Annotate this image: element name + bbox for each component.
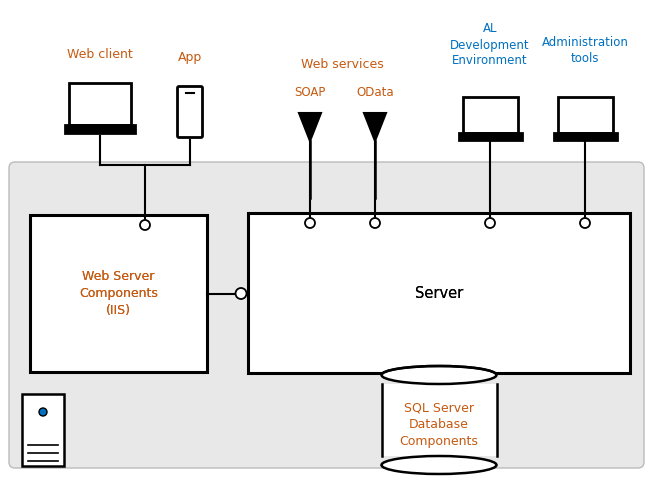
Text: App: App xyxy=(178,52,202,65)
Text: Server: Server xyxy=(415,285,463,300)
FancyBboxPatch shape xyxy=(30,215,207,372)
Circle shape xyxy=(305,218,315,228)
Polygon shape xyxy=(364,113,386,141)
FancyBboxPatch shape xyxy=(558,96,613,133)
Text: SOAP: SOAP xyxy=(295,86,326,99)
FancyBboxPatch shape xyxy=(65,125,135,133)
FancyBboxPatch shape xyxy=(9,162,644,468)
Circle shape xyxy=(39,408,47,416)
Circle shape xyxy=(370,218,380,228)
FancyBboxPatch shape xyxy=(69,83,131,125)
Text: AL
Development
Environment: AL Development Environment xyxy=(450,23,530,67)
Ellipse shape xyxy=(381,456,496,474)
Text: Web client: Web client xyxy=(67,49,133,62)
Text: Administration
tools: Administration tools xyxy=(541,36,628,65)
Text: SQL Server
Database
Components: SQL Server Database Components xyxy=(400,402,479,448)
Text: Web Server
Components
(IIS): Web Server Components (IIS) xyxy=(79,270,158,317)
Text: Web services: Web services xyxy=(300,58,383,71)
Text: Web Server
Components
(IIS): Web Server Components (IIS) xyxy=(79,270,158,317)
FancyBboxPatch shape xyxy=(554,133,616,139)
Text: Server: Server xyxy=(415,285,463,300)
FancyBboxPatch shape xyxy=(178,86,202,137)
Polygon shape xyxy=(299,113,321,141)
FancyBboxPatch shape xyxy=(381,384,496,456)
FancyBboxPatch shape xyxy=(458,133,522,139)
Circle shape xyxy=(236,288,246,299)
Ellipse shape xyxy=(381,366,496,384)
Circle shape xyxy=(485,218,495,228)
Circle shape xyxy=(580,218,590,228)
FancyBboxPatch shape xyxy=(248,213,630,373)
FancyBboxPatch shape xyxy=(22,394,64,466)
FancyBboxPatch shape xyxy=(462,96,517,133)
Circle shape xyxy=(140,220,150,230)
Text: OData: OData xyxy=(356,86,394,99)
